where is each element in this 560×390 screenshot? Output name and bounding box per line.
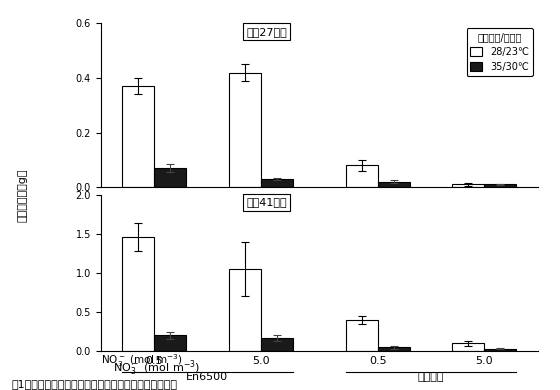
Text: 5.0: 5.0 bbox=[252, 356, 269, 366]
Bar bbox=[260, 179, 292, 187]
Text: 0.5: 0.5 bbox=[145, 356, 163, 366]
Bar bbox=[260, 338, 292, 351]
Bar bbox=[452, 184, 484, 187]
Bar bbox=[484, 349, 516, 351]
Bar bbox=[122, 237, 154, 351]
Title: 播種27日後: 播種27日後 bbox=[246, 27, 287, 37]
Text: 0.5: 0.5 bbox=[369, 356, 386, 366]
Bar bbox=[228, 269, 260, 351]
Bar bbox=[452, 343, 484, 351]
Bar bbox=[484, 184, 516, 187]
Bar bbox=[122, 86, 154, 187]
Bar bbox=[346, 165, 378, 187]
Text: En6500: En6500 bbox=[186, 372, 228, 382]
Bar bbox=[154, 168, 186, 187]
Text: 5.0: 5.0 bbox=[475, 356, 493, 366]
Bar bbox=[378, 347, 410, 351]
Text: 図1．個体当たり根粒重（気温と根域温度が同じ場合）: 図1．個体当たり根粒重（気温と根域温度が同じ場合） bbox=[11, 379, 177, 389]
Text: NO$_3^-$ (mol m$^{-3}$): NO$_3^-$ (mol m$^{-3}$) bbox=[101, 352, 183, 369]
Title: 播種41日後: 播種41日後 bbox=[246, 197, 287, 207]
Bar bbox=[228, 73, 260, 187]
Bar bbox=[346, 320, 378, 351]
Text: エンレイ: エンレイ bbox=[418, 372, 444, 382]
Text: 根粒乾物量（g）: 根粒乾物量（g） bbox=[17, 168, 27, 222]
Legend: 28/23℃, 35/30℃: 28/23℃, 35/30℃ bbox=[466, 28, 533, 76]
Text: NO$_3^-$ (mol m$^{-3}$): NO$_3^-$ (mol m$^{-3}$) bbox=[113, 359, 200, 378]
Bar bbox=[378, 182, 410, 187]
Bar bbox=[154, 335, 186, 351]
